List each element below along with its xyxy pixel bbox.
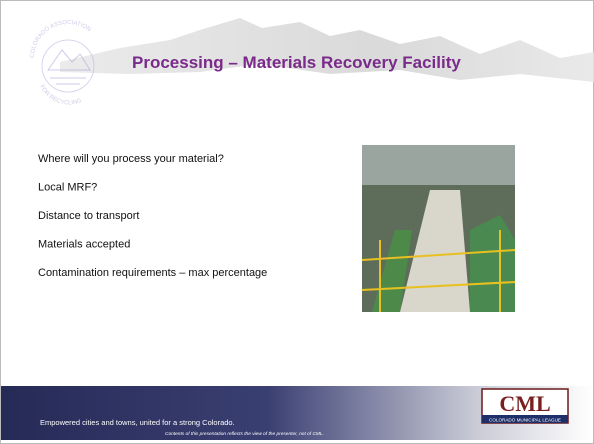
photo-belt-right [470, 215, 515, 312]
mountains [60, 18, 594, 82]
logo-arrows [50, 77, 86, 85]
cml-subtitle: COLORADO MUNICIPAL LEAGUE [489, 418, 561, 423]
photo-ceiling [362, 145, 515, 185]
bullet-item: Where will you process your material? [38, 153, 224, 165]
cml-name: CML [499, 391, 550, 416]
bullet-item: Local MRF? [38, 182, 97, 194]
cml-bar [482, 415, 568, 423]
photo-conveyor [400, 190, 470, 312]
logo-ring [41, 39, 95, 93]
photo-railings [361, 230, 516, 312]
footer-tagline: Empowered cities and towns, united for a… [40, 418, 235, 427]
photo-belt-left [372, 230, 412, 312]
footer-disclaimer: Contents of this presentation reflects t… [165, 431, 324, 437]
bullet-item: Distance to transport [38, 210, 140, 222]
bullet-item: Materials accepted [38, 239, 130, 251]
bullet-item: Contamination requirements – max percent… [38, 267, 267, 279]
cml-logo: CML COLORADO MUNICIPAL LEAGUE [481, 388, 569, 424]
bullet-list: Where will you process your material? Loc… [38, 153, 267, 279]
logo-mountain [47, 49, 91, 71]
slide-title: Processing – Materials Recovery Facility [132, 53, 461, 72]
mrf-photo [361, 145, 516, 312]
